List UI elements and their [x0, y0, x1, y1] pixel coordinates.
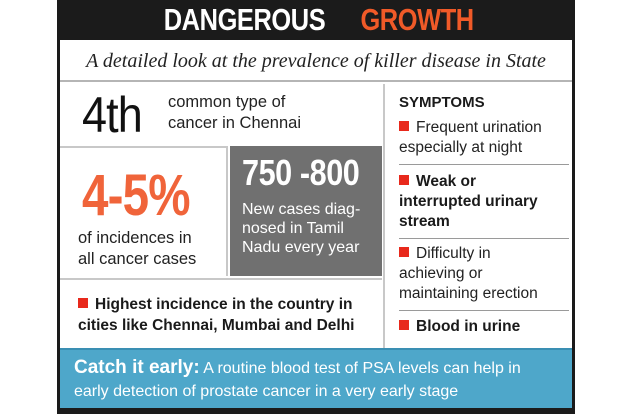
rank-line-1: common type of [168, 93, 286, 111]
rank-box: 4th common type of cancer in Chennai [60, 84, 382, 144]
symptoms-title: SYMPTOMS [399, 94, 485, 111]
new-cases-line-3: Nadu every year [242, 239, 360, 256]
infographic: DANGEROUS GROWTH A detailed look at the … [57, 0, 575, 414]
incidence-percent-description: of incidences in all cancer cases [78, 228, 196, 270]
incidence-percent-box: 4-5% of incidences in all cancer cases [60, 146, 228, 276]
incidence-percent-value: 4-5% [82, 163, 191, 228]
symptoms-panel: SYMPTOMS Frequent urination especially a… [383, 84, 572, 348]
highest-incidence-line-1: Highest incidence in the country in [95, 296, 353, 313]
bullet-square-icon [399, 121, 409, 131]
new-cases-line-1: New cases diag- [242, 201, 361, 218]
incidence-percent-line-1: of incidences in [78, 229, 192, 247]
rank-description: common type of cancer in Chennai [168, 92, 368, 134]
footer-line-2: early detection of prostate cancer in a … [74, 383, 459, 400]
rank-line-2: cancer in Chennai [168, 114, 301, 132]
symptom-divider [399, 164, 569, 165]
bullet-square-icon [399, 175, 409, 185]
banner: DANGEROUS GROWTH [60, 0, 572, 40]
new-cases-box: 750 -800 New cases diag- nosed in Tamil … [230, 146, 382, 276]
incidence-percent-line-2: all cancer cases [78, 250, 197, 268]
footer-callout: Catch it early: A routine blood test of … [60, 348, 572, 408]
new-cases-description: New cases diag- nosed in Tamil Nadu ever… [242, 200, 382, 257]
footer-lead: Catch it early: [74, 357, 200, 378]
highest-incidence-line-2: cities like Chennai, Mumbai and Delhi [78, 317, 355, 334]
subtitle: A detailed look at the prevalence of kil… [60, 40, 572, 82]
new-cases-value: 750 -800 [242, 152, 360, 193]
highest-incidence-box: Highest incidence in the country in citi… [60, 278, 382, 348]
symptom-divider [399, 238, 569, 239]
symptom-item-1: Frequent urination especially at night [399, 119, 542, 156]
footer-text: Catch it early: A routine blood test of … [74, 356, 570, 403]
symptom-item-4: Blood in urine [399, 317, 571, 337]
symptom-item-3: Difficulty in achieving or maintaining e… [399, 245, 538, 302]
bullet-square-icon [399, 320, 409, 330]
footer-line-1: A routine blood test of PSA levels can h… [203, 360, 521, 377]
bottom-bar [60, 408, 572, 414]
rank-value: 4th [82, 87, 143, 143]
stats-panel: 4th common type of cancer in Chennai 4-5… [60, 84, 382, 348]
symptom-divider [399, 310, 569, 311]
symptom-item-2: Weak or interrupted urinary stream [399, 173, 538, 230]
bullet-square-icon [78, 298, 88, 308]
new-cases-line-2: nosed in Tamil [242, 220, 344, 237]
highest-incidence-text: Highest incidence in the country in citi… [78, 294, 378, 336]
banner-word-1: DANGEROUS [163, 2, 326, 37]
bullet-square-icon [399, 247, 409, 257]
banner-word-2: GROWTH [360, 2, 474, 37]
